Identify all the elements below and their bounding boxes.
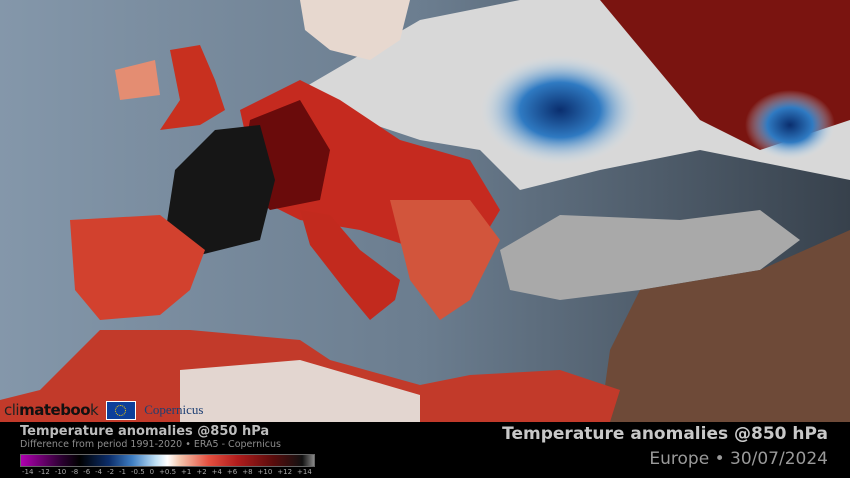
legend-title: Temperature anomalies @850 hPa xyxy=(20,424,270,439)
anomaly-map xyxy=(0,0,850,422)
land-turkey xyxy=(500,210,800,300)
land-uk xyxy=(160,45,225,130)
bottom-bar xyxy=(0,422,850,478)
legend-tick: +2 xyxy=(196,468,207,476)
legend-tick: +12 xyxy=(277,468,293,476)
legend-tick: +1 xyxy=(181,468,192,476)
legend-tick: -10 xyxy=(54,468,67,476)
legend-tick: +0.5 xyxy=(159,468,177,476)
legend-tick: -14 xyxy=(22,468,34,476)
logo-strip: climatebook Copernicus xyxy=(4,400,203,420)
land-middle-east xyxy=(600,230,850,422)
legend-tick: -4 xyxy=(95,468,103,476)
legend-tick: 0 xyxy=(149,468,155,476)
land-france-extreme xyxy=(165,125,275,255)
climatebook-logo: climatebook xyxy=(4,401,99,419)
cold-anomaly-caspian xyxy=(745,90,835,160)
legend-tick: +14 xyxy=(297,468,312,476)
legend-tick: -1 xyxy=(119,468,127,476)
legend-tick: -0.5 xyxy=(130,468,145,476)
legend-tick: +6 xyxy=(226,468,238,476)
header-title: Temperature anomalies @850 hPa xyxy=(502,424,828,444)
land-sahara-neutral xyxy=(180,360,420,422)
land-iberia xyxy=(70,215,205,320)
legend-tick: +10 xyxy=(257,468,273,476)
cold-anomaly-ukraine xyxy=(480,55,640,165)
legend-tick: -12 xyxy=(38,468,50,476)
legend-tick: +4 xyxy=(211,468,222,476)
legend-tick: -2 xyxy=(107,468,115,476)
legend-colorbar xyxy=(20,454,315,467)
land-ireland xyxy=(115,60,160,100)
copernicus-logo: Copernicus xyxy=(144,402,204,417)
land-scandinavia xyxy=(300,0,410,60)
legend-ticks: -14 -12 -10 -8 -6 -4 -2 -1 -0.5 0 +0.5 +1 +2 +4 +6 +8 +1… xyxy=(22,468,312,476)
header-subtitle: Europe • 30/07/2024 xyxy=(649,449,828,469)
eu-flag-logo xyxy=(106,400,137,420)
legend-subtitle: Difference from period 1991-2020 • ERA5 … xyxy=(20,439,281,450)
land-balkans xyxy=(390,200,500,320)
legend-tick: -6 xyxy=(83,468,91,476)
legend-tick: -8 xyxy=(71,468,79,476)
land-italy xyxy=(300,210,400,320)
legend-tick: +8 xyxy=(242,468,253,476)
